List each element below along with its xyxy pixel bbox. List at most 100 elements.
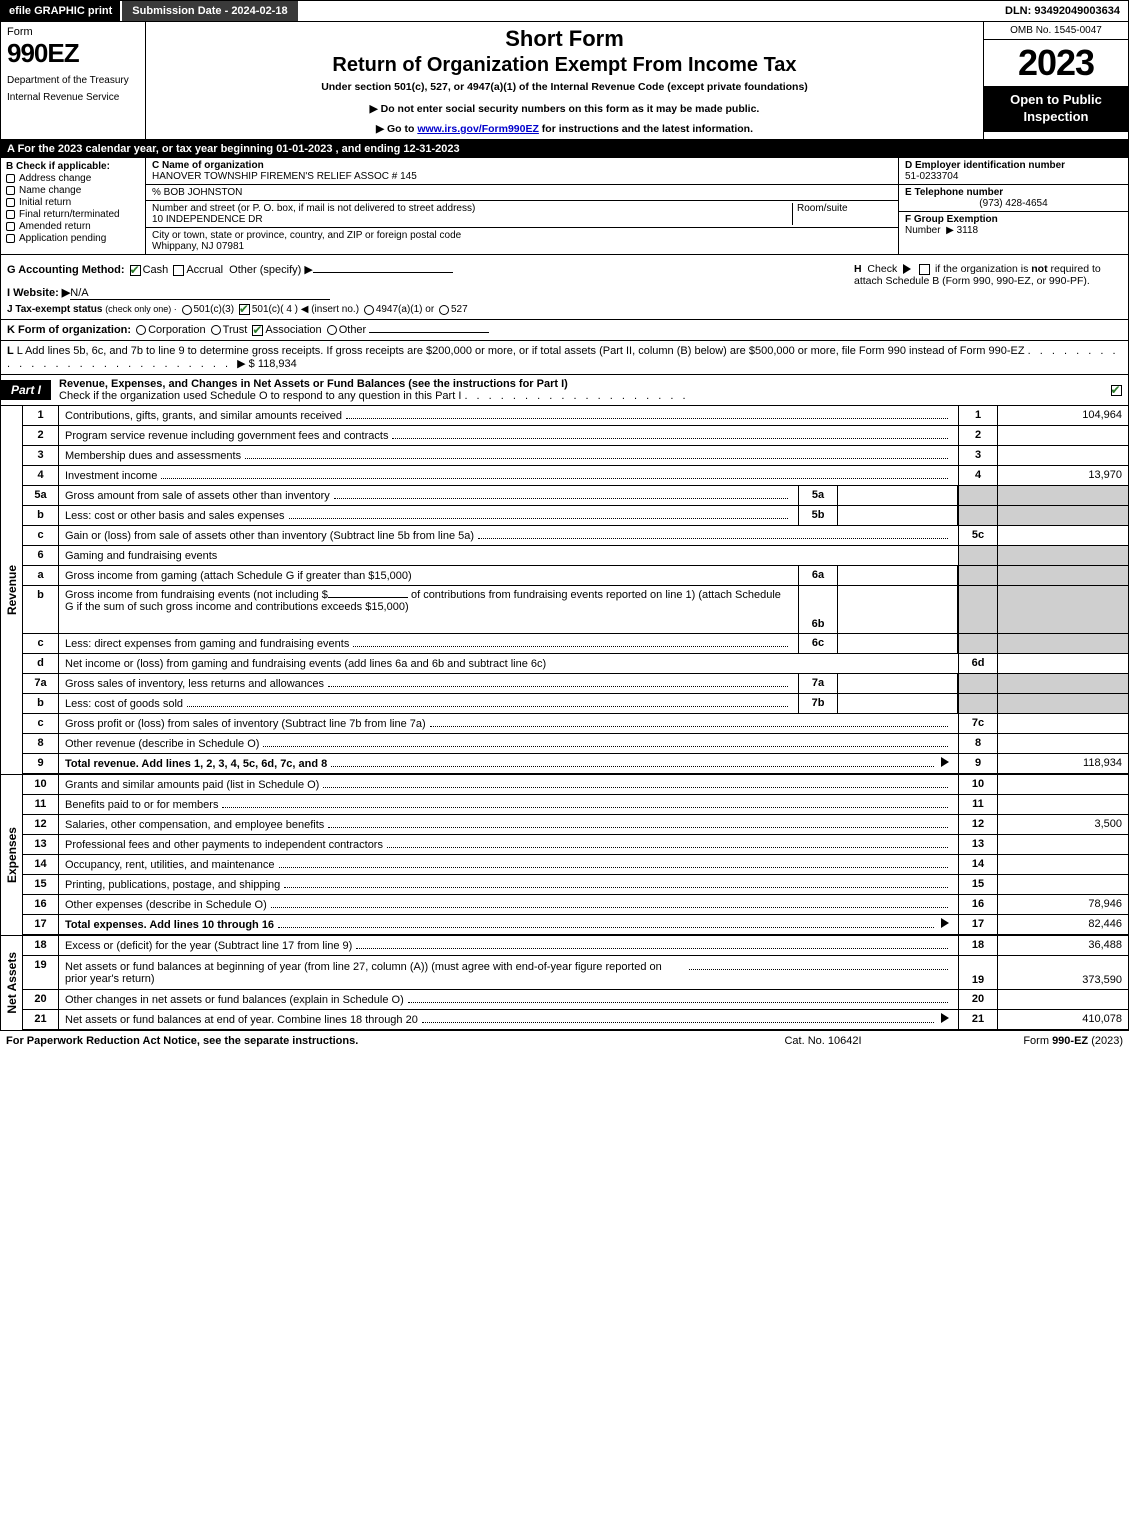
- ln-val: 104,964: [998, 406, 1128, 425]
- under-section: Under section 501(c), 527, or 4947(a)(1)…: [152, 81, 977, 93]
- k-assoc: Association: [265, 324, 321, 336]
- ln-desc: Less: cost or other basis and sales expe…: [59, 506, 798, 525]
- checkbox-icon: [6, 186, 15, 195]
- dots: [430, 726, 948, 727]
- triangle-icon: [941, 918, 949, 928]
- efile-label: efile GRAPHIC print: [1, 1, 120, 21]
- ln-label: 1: [958, 406, 998, 425]
- tax-year: 2023: [984, 40, 1128, 86]
- ln-val-shade: [998, 546, 1128, 565]
- sub-label: 6c: [798, 634, 838, 653]
- ln-label: 17: [958, 915, 998, 934]
- line-19: 19 Net assets or fund balances at beginn…: [23, 956, 1128, 990]
- ln-val: 36,488: [998, 936, 1128, 955]
- g-accrual: Accrual: [186, 264, 223, 276]
- header-center: Short Form Return of Organization Exempt…: [146, 22, 983, 139]
- h-block: H Check if the organization is not requi…: [848, 255, 1128, 319]
- ln-label: 10: [958, 775, 998, 794]
- footer-right-pre: Form: [1023, 1035, 1052, 1047]
- cb-label: Amended return: [19, 221, 91, 232]
- ln-desc: Printing, publications, postage, and shi…: [59, 875, 958, 894]
- k-other: Other: [339, 324, 367, 336]
- c-name-block: C Name of organization HANOVER TOWNSHIP …: [146, 158, 898, 185]
- desc-text-1: Gross income from fundraising events (no…: [65, 589, 328, 601]
- k-trust: Trust: [223, 324, 248, 336]
- footer-mid: Cat. No. 10642I: [723, 1035, 923, 1047]
- desc-text: Net assets or fund balances at end of ye…: [65, 1014, 418, 1026]
- desc-text: Gross amount from sale of assets other t…: [65, 490, 330, 502]
- street-block: Number and street (or P. O. box, if mail…: [146, 201, 898, 228]
- cb-initial-return[interactable]: Initial return: [6, 197, 140, 208]
- ln-desc: Benefits paid to or for members: [59, 795, 958, 814]
- rb-other[interactable]: [327, 325, 337, 335]
- j-note: (check only one) ·: [105, 304, 177, 314]
- ln-val-shade: [998, 674, 1128, 693]
- ln-desc: Contributions, gifts, grants, and simila…: [59, 406, 958, 425]
- ln-label: 18: [958, 936, 998, 955]
- rb-4947[interactable]: [364, 305, 374, 315]
- ln-val: [998, 714, 1128, 733]
- desc-text: Less: cost of goods sold: [65, 698, 183, 710]
- cb-schedule-o[interactable]: [1111, 385, 1122, 396]
- h-text: H Check if the organization is not requi…: [854, 263, 1101, 287]
- ln-num: a: [23, 566, 59, 585]
- dots: [284, 887, 948, 888]
- j-o2: 501(c)( 4 ) ◀ (insert no.): [252, 304, 359, 315]
- ln-desc: Professional fees and other payments to …: [59, 835, 958, 854]
- g-other-line[interactable]: [313, 272, 453, 273]
- cb-amended-return[interactable]: Amended return: [6, 221, 140, 232]
- j-row: J Tax-exempt status (check only one) · 5…: [7, 304, 842, 315]
- line-10: 10 Grants and similar amounts paid (list…: [23, 775, 1128, 795]
- part-i-title-text: Revenue, Expenses, and Changes in Net As…: [59, 378, 568, 390]
- spacer: [298, 1, 997, 21]
- blank-line[interactable]: [328, 597, 408, 598]
- cb-final-return[interactable]: Final return/terminated: [6, 209, 140, 220]
- cb-sched-b[interactable]: [919, 264, 930, 275]
- ln-label: 20: [958, 990, 998, 1009]
- cb-cash[interactable]: [130, 265, 141, 276]
- dots: [353, 646, 788, 647]
- cb-application-pending[interactable]: Application pending: [6, 233, 140, 244]
- desc-text: Net income or (loss) from gaming and fun…: [65, 658, 546, 670]
- footer-right: Form 990-EZ (2023): [923, 1035, 1123, 1047]
- ln-desc: Gross income from gaming (attach Schedul…: [59, 566, 798, 585]
- ln-desc: Other expenses (describe in Schedule O): [59, 895, 958, 914]
- desc-text: Printing, publications, postage, and shi…: [65, 879, 280, 891]
- omb-number: OMB No. 1545-0047: [984, 22, 1128, 40]
- ln-num: 3: [23, 446, 59, 465]
- goto-note: ▶ Go to www.irs.gov/Form990EZ for instru…: [152, 123, 977, 135]
- rb-corp[interactable]: [136, 325, 146, 335]
- l-arrow: ▶ $: [237, 358, 255, 370]
- ln-val: [998, 795, 1128, 814]
- ln-val-shade: [998, 566, 1128, 585]
- b-label: B Check if applicable:: [6, 161, 140, 172]
- cb-assoc[interactable]: [252, 325, 263, 336]
- e-label: E Telephone number: [905, 187, 1003, 198]
- k-other-line[interactable]: [369, 332, 489, 333]
- footer-right-post: (2023): [1088, 1035, 1123, 1047]
- sub-label: 6a: [798, 566, 838, 585]
- line-4: 4 Investment income 4 13,970: [23, 466, 1128, 486]
- rb-527[interactable]: [439, 305, 449, 315]
- dots: [346, 418, 948, 419]
- cb-name-change[interactable]: Name change: [6, 185, 140, 196]
- rb-501c3[interactable]: [182, 305, 192, 315]
- ln-desc: Gain or (loss) from sale of assets other…: [59, 526, 958, 545]
- cb-accrual[interactable]: [173, 265, 184, 276]
- ln-val-shade: [998, 486, 1128, 505]
- rb-trust[interactable]: [211, 325, 221, 335]
- dots: [408, 1002, 948, 1003]
- dots: [323, 787, 948, 788]
- ln-num: 6: [23, 546, 59, 565]
- irs-link[interactable]: www.irs.gov/Form990EZ: [417, 123, 539, 135]
- g-other: Other (specify) ▶: [229, 264, 313, 276]
- j-o1: 501(c)(3): [194, 304, 235, 315]
- careof-block: % BOB JOHNSTON: [146, 185, 898, 201]
- ln-num: c: [23, 526, 59, 545]
- cb-501c4[interactable]: [239, 304, 250, 315]
- ln-val: 82,446: [998, 915, 1128, 934]
- k-row: K Form of organization: Corporation Trus…: [0, 320, 1129, 341]
- dots: [334, 498, 788, 499]
- sub-val: [838, 634, 958, 653]
- cb-address-change[interactable]: Address change: [6, 173, 140, 184]
